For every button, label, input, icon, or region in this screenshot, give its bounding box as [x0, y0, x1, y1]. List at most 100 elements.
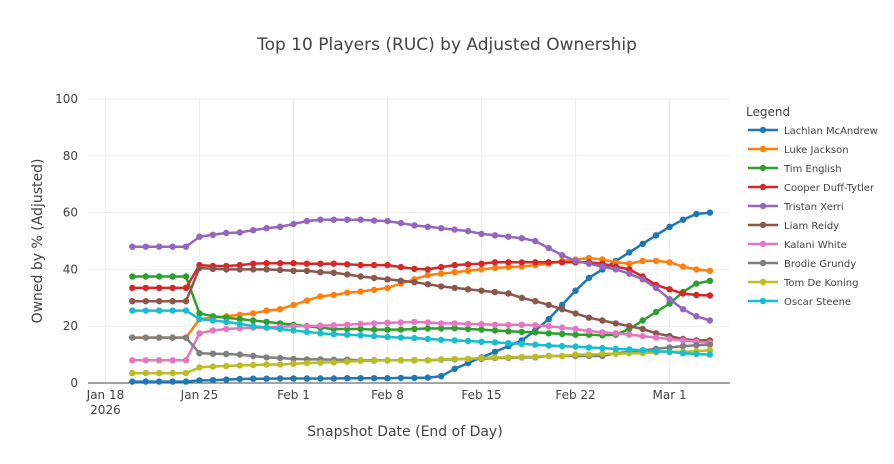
data-point[interactable]	[545, 330, 552, 337]
data-point[interactable]	[558, 352, 566, 360]
data-point[interactable]	[209, 265, 217, 272]
data-point[interactable]	[518, 259, 525, 266]
data-point[interactable]	[129, 307, 136, 314]
data-point[interactable]	[317, 269, 324, 276]
data-point[interactable]	[384, 217, 391, 225]
data-point[interactable]	[679, 337, 687, 344]
data-point[interactable]	[545, 352, 552, 360]
data-point[interactable]	[639, 240, 646, 247]
legend-item[interactable]: Oscar Steene	[748, 297, 851, 308]
data-point[interactable]	[532, 329, 539, 336]
data-point[interactable]	[223, 229, 230, 237]
data-point[interactable]	[250, 352, 257, 360]
data-point[interactable]	[276, 354, 284, 362]
data-point[interactable]	[142, 334, 149, 341]
data-point[interactable]	[532, 298, 539, 305]
data-point[interactable]	[156, 243, 163, 250]
data-point[interactable]	[532, 322, 539, 329]
data-point[interactable]	[129, 284, 136, 292]
data-point[interactable]	[182, 273, 190, 280]
data-point[interactable]	[612, 350, 619, 357]
data-point[interactable]	[626, 323, 633, 330]
data-point[interactable]	[599, 263, 606, 270]
data-point[interactable]	[491, 327, 499, 334]
data-point[interactable]	[491, 354, 499, 361]
data-point[interactable]	[451, 269, 458, 276]
data-point[interactable]	[169, 307, 176, 314]
data-point[interactable]	[505, 233, 512, 240]
data-point[interactable]	[639, 276, 646, 283]
data-point[interactable]	[330, 291, 337, 299]
data-point[interactable]	[223, 318, 230, 326]
data-point[interactable]	[706, 351, 714, 358]
data-point[interactable]	[612, 330, 619, 337]
data-point[interactable]	[370, 332, 378, 340]
data-point[interactable]	[599, 350, 606, 357]
data-point[interactable]	[491, 259, 499, 266]
data-point[interactable]	[169, 369, 176, 377]
data-point[interactable]	[263, 260, 270, 267]
data-point[interactable]	[693, 266, 700, 273]
data-point[interactable]	[196, 377, 203, 384]
data-point[interactable]	[558, 330, 566, 338]
data-point[interactable]	[397, 357, 405, 364]
data-point[interactable]	[182, 357, 190, 364]
data-point[interactable]	[344, 216, 351, 223]
data-point[interactable]	[639, 347, 646, 354]
data-point[interactable]	[532, 353, 539, 360]
data-point[interactable]	[572, 343, 579, 350]
data-point[interactable]	[236, 320, 243, 328]
data-point[interactable]	[478, 354, 485, 362]
data-point[interactable]	[317, 375, 324, 382]
data-point[interactable]	[451, 320, 458, 327]
data-point[interactable]	[478, 230, 485, 238]
legend-item[interactable]: Liam Reidy	[748, 221, 839, 232]
data-point[interactable]	[209, 363, 217, 370]
data-point[interactable]	[344, 331, 351, 338]
data-point[interactable]	[357, 261, 364, 269]
data-point[interactable]	[196, 315, 203, 323]
data-point[interactable]	[545, 259, 552, 266]
data-point[interactable]	[357, 216, 364, 223]
data-point[interactable]	[612, 266, 619, 273]
data-point[interactable]	[330, 375, 337, 382]
data-point[interactable]	[370, 320, 378, 327]
data-point[interactable]	[505, 340, 512, 347]
data-point[interactable]	[411, 318, 418, 326]
data-point[interactable]	[545, 323, 552, 330]
data-point[interactable]	[599, 317, 606, 324]
data-point[interactable]	[397, 319, 405, 326]
data-point[interactable]	[276, 375, 284, 382]
data-point[interactable]	[424, 281, 431, 288]
data-point[interactable]	[129, 334, 136, 341]
data-point[interactable]	[478, 326, 485, 333]
data-point[interactable]	[424, 335, 431, 343]
data-point[interactable]	[706, 267, 714, 274]
data-point[interactable]	[599, 344, 606, 352]
data-point[interactable]	[411, 334, 418, 342]
data-point[interactable]	[612, 320, 619, 327]
data-point[interactable]	[639, 317, 646, 324]
data-point[interactable]	[438, 325, 445, 332]
data-point[interactable]	[169, 298, 176, 305]
data-point[interactable]	[142, 378, 149, 385]
data-point[interactable]	[384, 284, 391, 292]
data-point[interactable]	[612, 345, 619, 353]
data-point[interactable]	[438, 263, 445, 271]
data-point[interactable]	[505, 259, 512, 266]
data-point[interactable]	[142, 273, 149, 280]
data-point[interactable]	[545, 244, 552, 252]
data-point[interactable]	[585, 274, 593, 282]
data-point[interactable]	[666, 223, 673, 230]
data-point[interactable]	[438, 373, 445, 380]
data-point[interactable]	[679, 306, 687, 313]
data-point[interactable]	[532, 341, 539, 348]
data-point[interactable]	[411, 279, 418, 286]
data-point[interactable]	[276, 361, 284, 368]
data-point[interactable]	[397, 334, 405, 341]
data-point[interactable]	[156, 334, 163, 341]
data-point[interactable]	[652, 348, 660, 355]
data-point[interactable]	[693, 313, 700, 320]
data-point[interactable]	[370, 261, 378, 269]
data-point[interactable]	[290, 355, 297, 363]
